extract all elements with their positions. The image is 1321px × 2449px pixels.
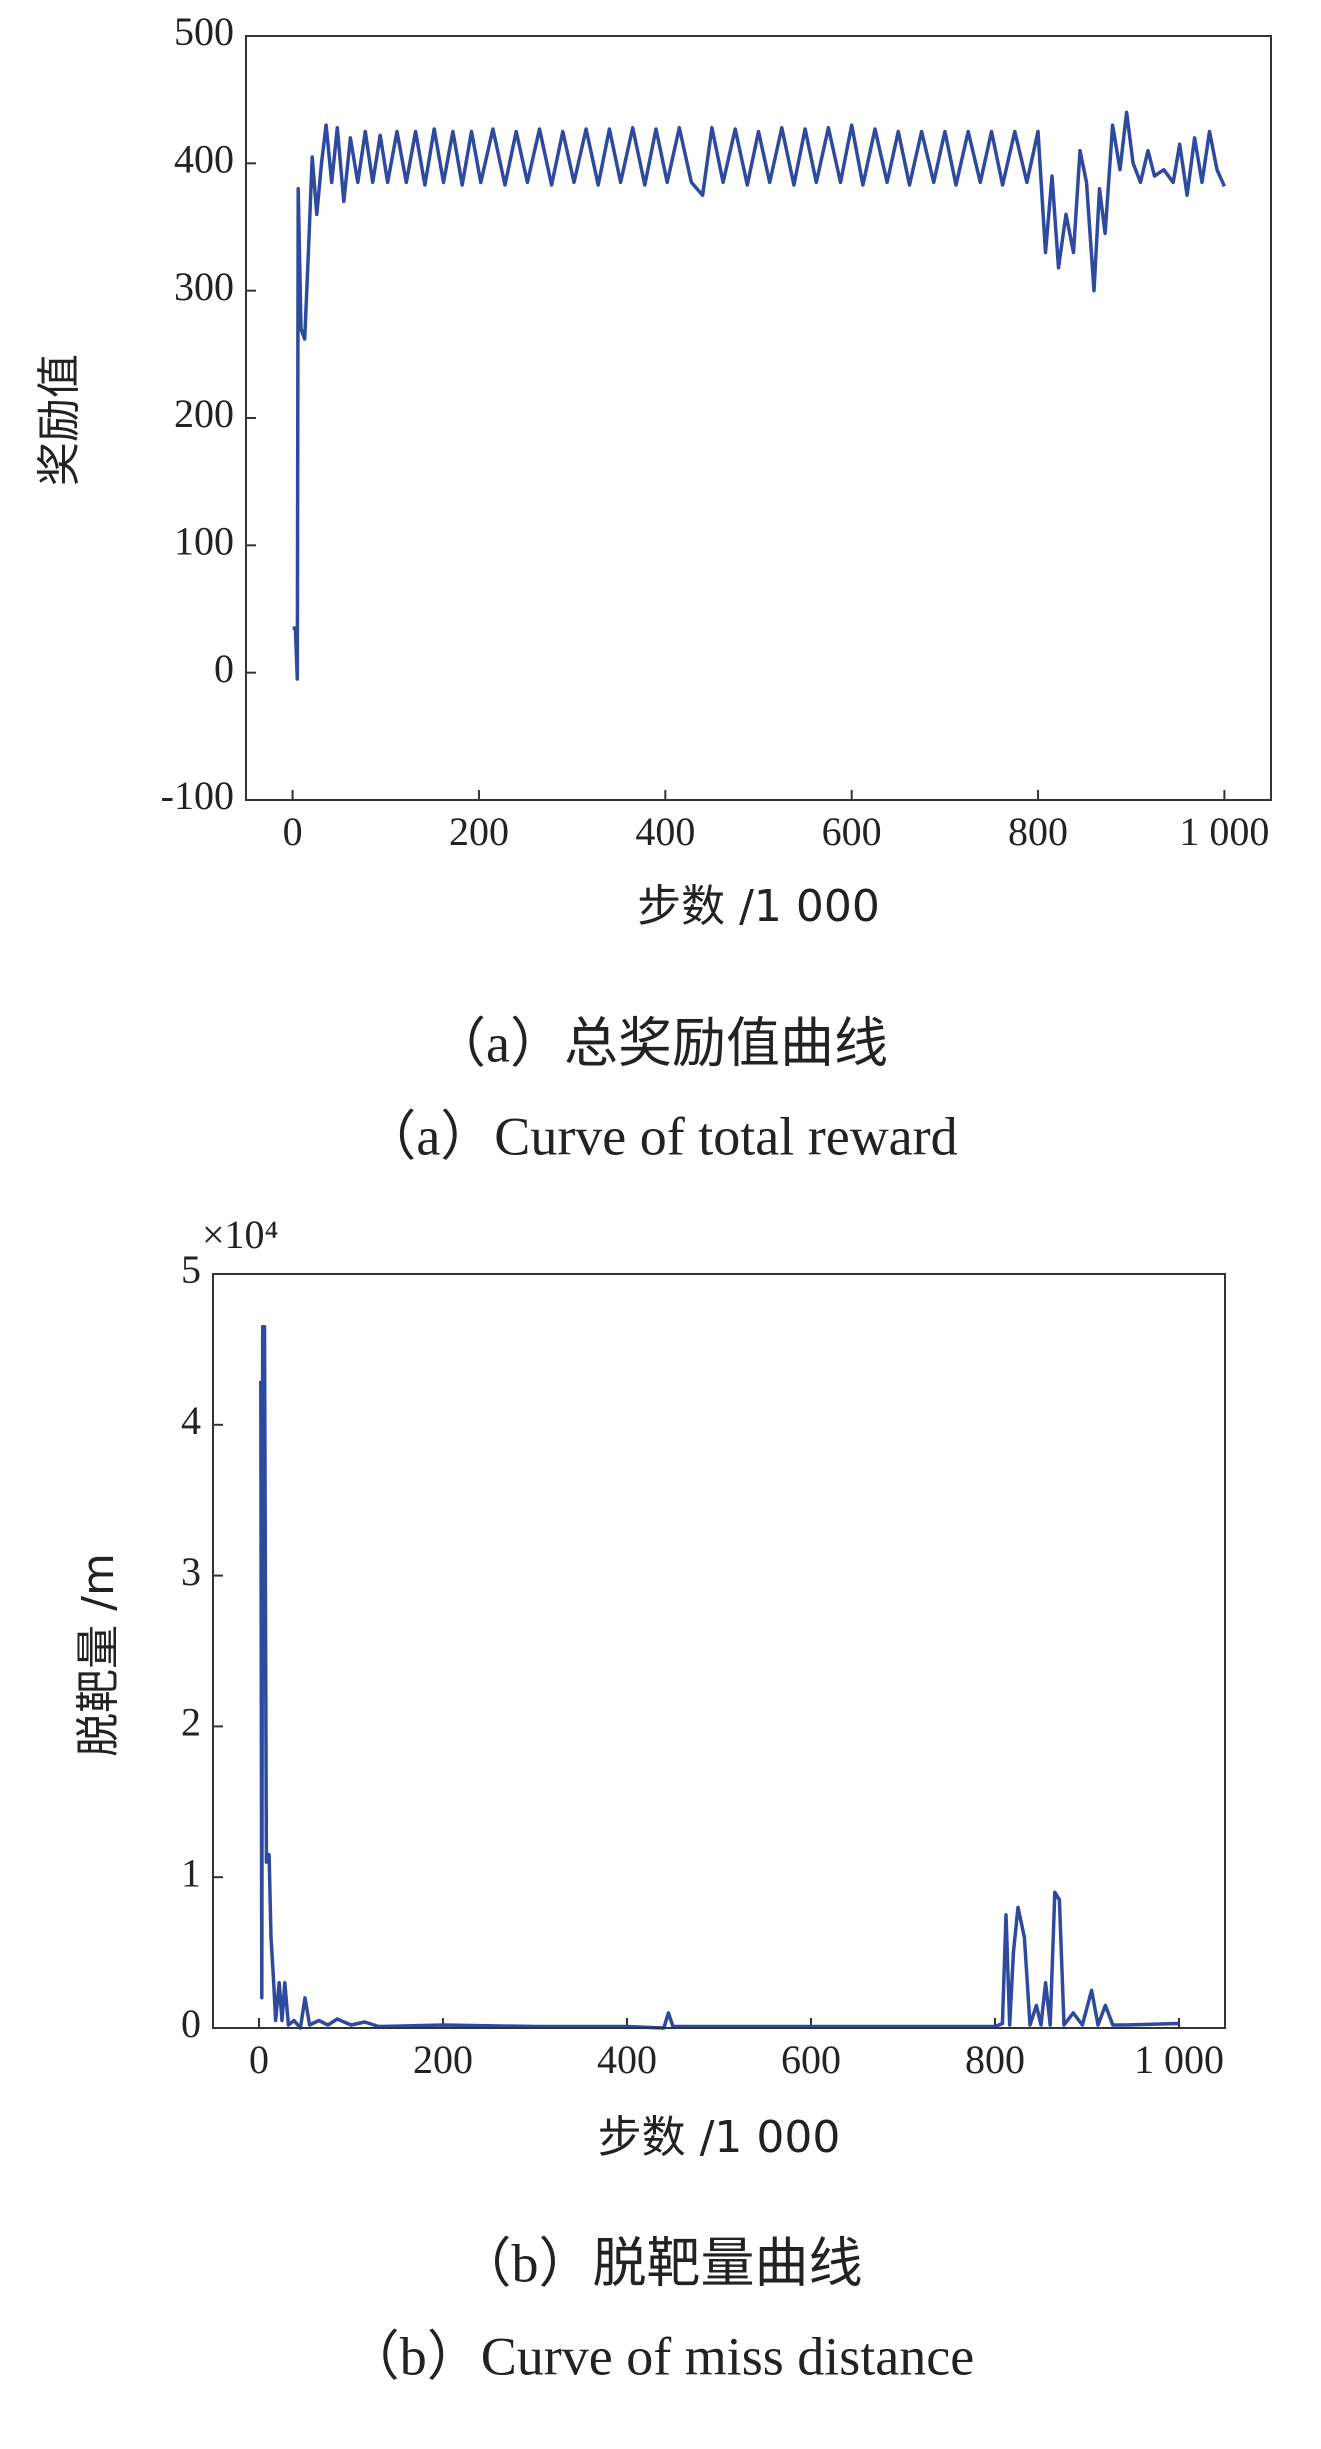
y-scale-label: ×10⁴ bbox=[202, 1212, 279, 1257]
data-line bbox=[259, 1325, 1180, 2030]
caption: （b）Curve of miss distance bbox=[346, 2326, 974, 2386]
y-tick-label: 0 bbox=[214, 646, 234, 691]
x-tick-label: 400 bbox=[635, 809, 695, 854]
y-tick-label: 300 bbox=[174, 264, 234, 309]
x-tick-label: 600 bbox=[822, 809, 882, 854]
plot-frame bbox=[212, 1273, 1226, 2029]
y-tick-label: 200 bbox=[174, 391, 234, 436]
y-tick-label: -100 bbox=[161, 773, 234, 818]
x-tick-label: 1 000 bbox=[1179, 809, 1269, 854]
x-tick-label: 0 bbox=[283, 809, 303, 854]
x-tick-label: 1 000 bbox=[1134, 2037, 1224, 2082]
caption: （a）Curve of total reward bbox=[362, 1106, 957, 1166]
x-axis-label: 步数 /1 000 bbox=[637, 881, 880, 932]
data-line bbox=[292, 110, 1226, 681]
caption: （b）脱靶量曲线 bbox=[458, 2233, 863, 2293]
x-tick-label: 800 bbox=[1008, 809, 1068, 854]
y-axis-label: 奖励值 bbox=[34, 354, 85, 486]
y-tick-label: 0 bbox=[181, 2001, 201, 2046]
y-tick-label: 100 bbox=[174, 519, 234, 564]
y-tick-label: 2 bbox=[181, 1700, 201, 1745]
y-axis-label: 脱靶量 /m bbox=[73, 1553, 124, 1757]
y-tick-label: 3 bbox=[181, 1549, 201, 1594]
x-tick-label: 800 bbox=[965, 2037, 1025, 2082]
y-tick-label: 4 bbox=[181, 1398, 201, 1443]
y-tick-label: 400 bbox=[174, 137, 234, 182]
plot-frame bbox=[245, 35, 1272, 801]
y-tick-label: 5 bbox=[181, 1247, 201, 1292]
x-tick-label: 400 bbox=[597, 2037, 657, 2082]
x-axis-label: 步数 /1 000 bbox=[598, 2112, 841, 2163]
y-tick-label: 500 bbox=[174, 9, 234, 54]
y-tick-label: 1 bbox=[181, 1850, 201, 1895]
x-tick-label: 600 bbox=[781, 2037, 841, 2082]
x-tick-label: 200 bbox=[413, 2037, 473, 2082]
caption: （a）总奖励值曲线 bbox=[432, 1013, 888, 1073]
x-tick-label: 200 bbox=[449, 809, 509, 854]
x-tick-label: 0 bbox=[249, 2037, 269, 2082]
